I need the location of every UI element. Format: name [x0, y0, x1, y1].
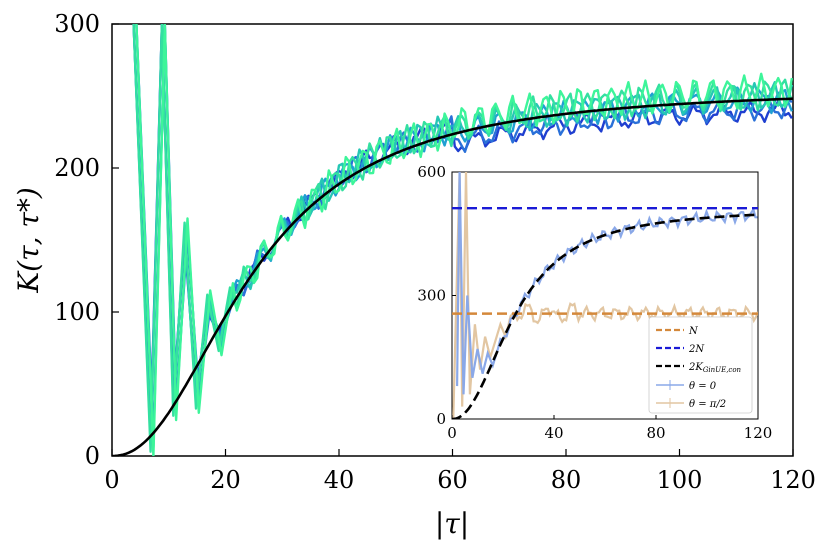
- inset-y-tick-label: 600: [417, 163, 446, 181]
- inset-x-tick-label: 0: [447, 424, 457, 442]
- x-tick-label: 40: [324, 466, 355, 494]
- legend-label-theory-sub: GinUE,con: [703, 366, 742, 374]
- inset-y-tick-label: 0: [436, 410, 446, 428]
- main-ticks: 0 20 40 60 80 100 120 0 100 200 300: [54, 10, 816, 494]
- y-tick-label: 100: [54, 298, 100, 326]
- y-axis-label: K(τ, τ*): [12, 187, 45, 294]
- inset-x-tick-label: 40: [544, 424, 563, 442]
- x-tick-label: 0: [104, 466, 119, 494]
- x-axis-label: |τ|: [435, 507, 469, 540]
- x-tick-label: 120: [770, 466, 816, 494]
- x-tick-label: 100: [657, 466, 703, 494]
- inset-series-group: [452, 172, 758, 419]
- legend-label-theory: 2KGinUE,con: [688, 362, 742, 374]
- legend-label-theta0: θ = 0: [689, 381, 717, 392]
- inset-x-tick-label: 120: [744, 424, 773, 442]
- y-tick-label: 300: [54, 10, 100, 38]
- y-tick-label: 200: [54, 154, 100, 182]
- x-tick-label: 20: [210, 466, 241, 494]
- legend-box: [648, 316, 753, 414]
- x-tick-label: 60: [437, 466, 468, 494]
- main-theory-curve: [112, 97, 793, 456]
- inset-x-tick-label: 80: [646, 424, 665, 442]
- x-tick-label: 80: [551, 466, 582, 494]
- inset-y-tick-label: 300: [417, 287, 446, 305]
- legend-label-2N: 2N: [688, 344, 705, 355]
- inset-theory-curve: [452, 213, 758, 419]
- inset-legend: N 2N 2KGinUE,con θ = 0 θ = π/2: [648, 316, 753, 414]
- main-series-line: [135, 24, 793, 456]
- legend-label-thetapi2: θ = π/2: [689, 399, 726, 410]
- legend-label-theory-main: 2K: [688, 362, 703, 373]
- legend-label-N: N: [688, 326, 699, 337]
- y-tick-label: 0: [85, 442, 100, 470]
- inset-ticks: 0 40 80 120 0 300 600: [417, 163, 772, 442]
- main-series-group: [112, 24, 793, 456]
